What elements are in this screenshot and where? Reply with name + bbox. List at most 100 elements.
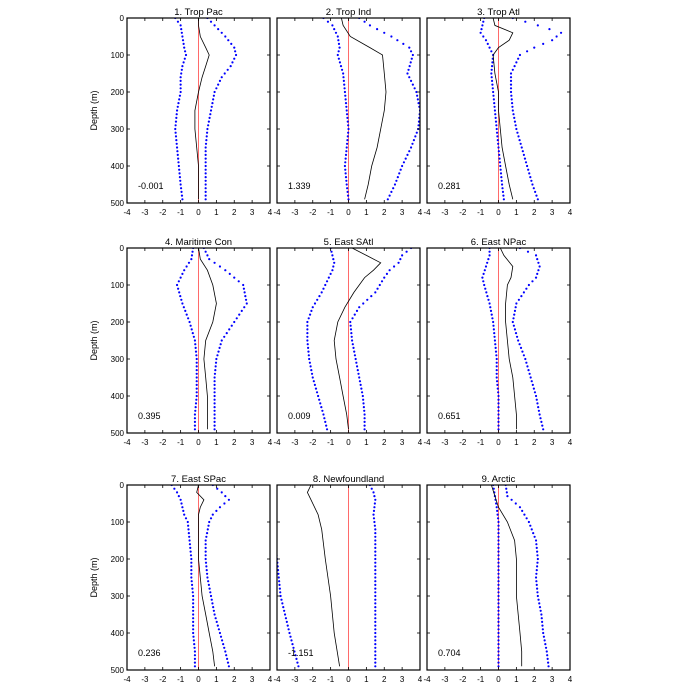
lower-spread-point [490, 65, 494, 68]
lower-spread-point [179, 87, 182, 90]
upper-spread-point [238, 313, 241, 316]
upper-spread-point [538, 265, 541, 268]
upper-spread-point [532, 187, 535, 190]
x-tick-label: -2 [309, 438, 317, 447]
x-tick-label: -4 [123, 675, 131, 684]
upper-spread-point [349, 320, 352, 324]
upper-spread-point [374, 576, 377, 579]
lower-spread-point [494, 350, 498, 353]
lower-spread-point [344, 94, 347, 97]
upper-spread-point [517, 298, 520, 301]
lower-spread-point [497, 409, 500, 412]
upper-spread-point [510, 98, 513, 101]
upper-spread-point [532, 387, 535, 390]
lower-spread-point [279, 591, 282, 594]
upper-spread-point [229, 65, 232, 68]
y-tick-label: 300 [111, 355, 125, 364]
lower-spread-point [493, 105, 496, 108]
upper-spread-point [374, 635, 377, 638]
upper-spread-point [230, 42, 233, 46]
x-tick-label: -2 [459, 675, 467, 684]
lower-spread-point [343, 90, 347, 94]
upper-spread-point [531, 183, 534, 186]
lower-spread-point [334, 31, 338, 34]
upper-spread-point [515, 335, 519, 338]
lower-spread-point [496, 139, 499, 142]
x-tick-label: 1 [214, 438, 219, 447]
upper-spread-point [402, 42, 405, 46]
upper-spread-point [373, 524, 376, 527]
upper-spread-point [522, 291, 525, 294]
lower-spread-point [497, 609, 500, 612]
lower-spread-point [180, 194, 184, 197]
upper-spread-point [531, 383, 534, 386]
lower-spread-point [286, 624, 289, 627]
lower-spread-point [338, 61, 342, 64]
lower-spread-point [337, 39, 340, 42]
lower-spread-point [491, 61, 494, 64]
upper-spread-point [213, 372, 217, 375]
lower-spread-point [481, 276, 484, 279]
lower-spread-point [195, 394, 198, 398]
lower-spread-point [193, 650, 197, 653]
lower-spread-point [497, 620, 500, 624]
upper-spread-point [374, 498, 377, 501]
x-tick-label: -4 [273, 675, 281, 684]
lower-spread-point [495, 369, 498, 372]
upper-spread-point [213, 387, 216, 390]
x-tick-label: 0 [346, 675, 351, 684]
upper-spread-point [526, 365, 529, 368]
upper-spread-point [374, 613, 377, 616]
lower-spread-point [497, 406, 500, 409]
upper-spread-point [210, 598, 213, 601]
lower-spread-point [337, 42, 341, 46]
upper-spread-point [374, 609, 377, 612]
upper-spread-point [351, 343, 354, 346]
lower-spread-point [333, 28, 336, 31]
upper-spread-point [204, 539, 207, 542]
upper-spread-point [220, 76, 223, 79]
upper-spread-point [540, 613, 543, 616]
upper-spread-point [214, 369, 217, 372]
y-tick-label: 0 [120, 14, 125, 23]
panel-corner-value: 0.704 [438, 648, 461, 658]
upper-spread-point [509, 72, 513, 75]
lower-spread-point [193, 661, 197, 664]
lower-spread-point [497, 657, 500, 661]
lower-spread-point [194, 343, 197, 346]
upper-spread-point [506, 495, 509, 498]
upper-spread-point [529, 376, 532, 379]
spread-dots [170, 485, 230, 668]
upper-spread-point [416, 94, 419, 97]
lower-spread-point [497, 591, 500, 594]
upper-spread-point [207, 524, 210, 527]
lower-spread-point [484, 39, 488, 42]
upper-spread-point [513, 116, 516, 119]
upper-spread-point [374, 657, 377, 661]
lower-spread-point [345, 183, 348, 186]
lower-spread-point [497, 424, 500, 427]
upper-spread-point [206, 576, 209, 579]
lower-spread-point [500, 179, 503, 182]
lower-spread-point [346, 190, 349, 193]
upper-spread-point [363, 409, 366, 412]
x-tick-label: 0 [346, 208, 351, 217]
mean-profile-line [492, 18, 514, 200]
upper-spread-point [209, 20, 213, 23]
upper-spread-point [374, 643, 377, 646]
lower-spread-point [181, 39, 185, 42]
lower-spread-point [274, 543, 276, 545]
y-tick-label: 100 [111, 281, 125, 290]
upper-spread-point [534, 394, 538, 398]
lower-spread-point [343, 83, 346, 86]
lower-spread-point [191, 587, 194, 590]
lower-spread-point [173, 487, 176, 490]
upper-spread-point [349, 324, 352, 327]
upper-spread-point [357, 372, 360, 375]
y-axis-label: Depth (m) [89, 90, 99, 130]
x-tick-label: 1 [214, 675, 219, 684]
upper-spread-point [234, 53, 238, 57]
lower-spread-point [175, 116, 178, 119]
lower-spread-point [497, 561, 500, 564]
lower-spread-point [490, 68, 493, 71]
